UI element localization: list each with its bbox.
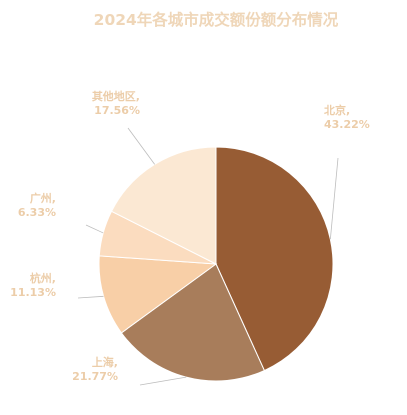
leader-line-0 xyxy=(329,157,339,240)
slice-label-1: 上海, xyxy=(92,355,118,369)
slice-value-label-3: 6.33% xyxy=(18,206,56,219)
leader-lines-layer xyxy=(77,127,339,386)
slice-value-label-0: 43.22% xyxy=(324,118,370,131)
slice-label-0: 北京, xyxy=(324,103,350,117)
leader-line-4 xyxy=(127,127,156,165)
leader-line-2 xyxy=(77,295,104,299)
slice-label-4: 其他地区, xyxy=(92,89,140,103)
pie-slice-4[interactable] xyxy=(110,146,217,265)
labels-layer: 北京,43.22% 上海,21.77% 杭州,11.13% 广州,6.33% 其他地区,… xyxy=(10,89,370,383)
slice-value-label-4: 17.56% xyxy=(94,104,140,117)
slices-layer xyxy=(98,146,334,382)
leader-line-3 xyxy=(85,224,104,234)
pie-slice-0[interactable] xyxy=(215,146,334,372)
chart-title: 2024年各城市成交额份额分布情况 xyxy=(94,10,339,29)
leader-line-1 xyxy=(139,376,187,386)
slice-value-label-2: 11.13% xyxy=(10,286,56,299)
slice-value-label-1: 21.77% xyxy=(72,370,118,383)
slice-label-2: 杭州, xyxy=(30,271,56,285)
slice-label-3: 广州, xyxy=(30,191,56,205)
